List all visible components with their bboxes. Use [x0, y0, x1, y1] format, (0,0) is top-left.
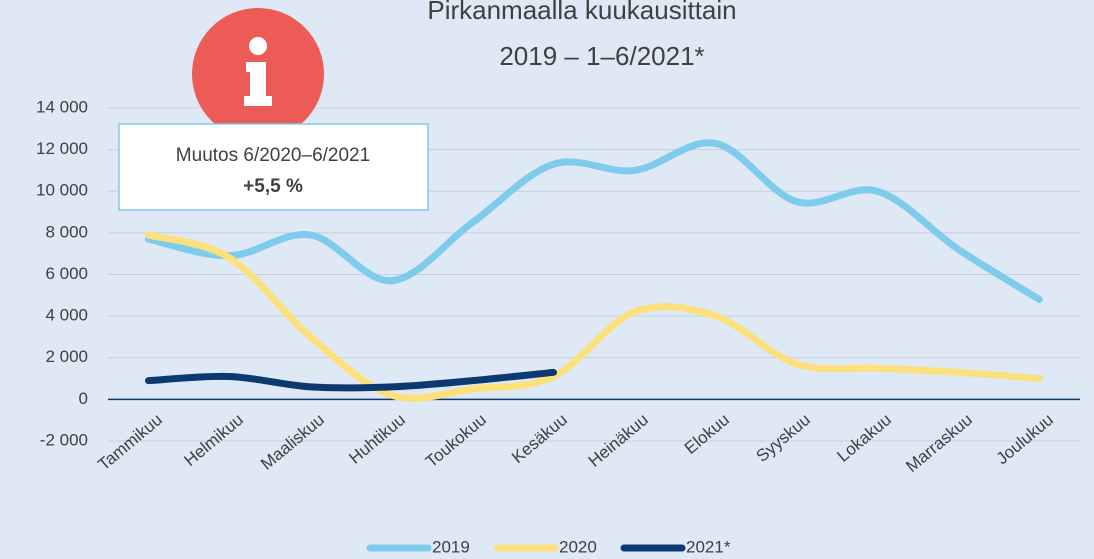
legend-label: 2021* [686, 537, 731, 556]
annotation-value: +5,5 % [243, 176, 303, 197]
y-tick-label: 2 000 [45, 347, 88, 366]
chart-subtitle: 2019 – 1–6/2021* [499, 41, 704, 71]
y-tick-label: 8 000 [45, 222, 88, 241]
series-line [145, 139, 1043, 303]
legend: 2019 2020 2021* [366, 537, 731, 556]
y-tick-label: 4 000 [45, 306, 88, 325]
y-tick-label: 0 [79, 389, 88, 408]
series-line [145, 231, 1043, 402]
legend-label: 2020 [559, 537, 597, 556]
y-tick-label: 12 000 [36, 139, 88, 158]
annotation-box [118, 123, 429, 211]
annotation-text: Muutos 6/2020–6/2021 [176, 145, 370, 166]
info-icon-stem [244, 62, 272, 106]
y-tick-label: 6 000 [45, 264, 88, 283]
y-tick-label: 14 000 [36, 97, 88, 116]
y-tick-label: 10 000 [36, 181, 88, 200]
info-icon-dot [249, 37, 267, 55]
series-line [145, 368, 557, 392]
y-tick-label: -2 000 [40, 430, 88, 449]
legend-label: 2019 [432, 537, 470, 556]
chart-title: Pirkanmaalla kuukausittain [427, 0, 736, 25]
